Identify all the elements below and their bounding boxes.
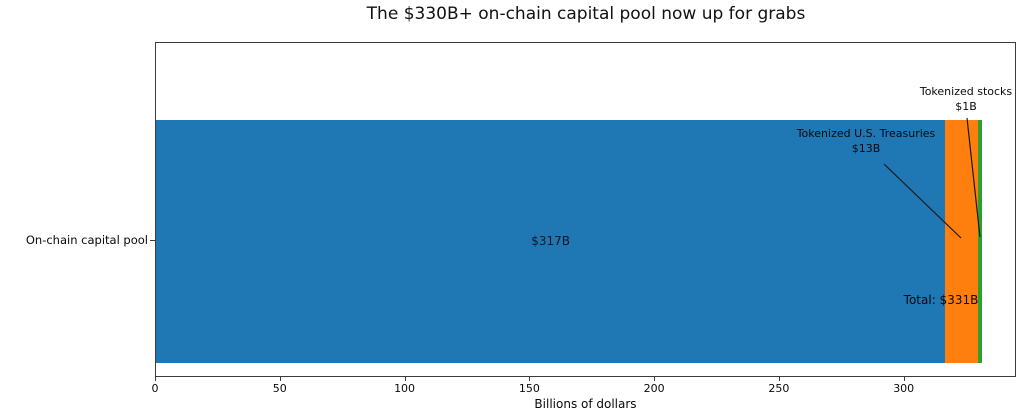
y-tick-mark — [150, 240, 155, 241]
bar-value-label: $317B — [531, 234, 571, 248]
x-tick-mark — [529, 377, 531, 381]
annotation-treasuries-name: Tokenized U.S. Treasuries — [796, 127, 936, 140]
x-tick-mark — [654, 377, 656, 381]
annotation-treasuries-value: $13B — [851, 142, 881, 155]
annotation-treasuries: Tokenized U.S. Treasuries $13B — [797, 126, 936, 156]
annotation-stocks: Tokenized stocks $1B — [920, 84, 1012, 114]
annotation-stocks-name: Tokenized stocks — [919, 85, 1013, 98]
x-tick-mark — [903, 377, 905, 381]
x-tick-label: 0 — [151, 382, 159, 395]
x-tick-mark — [404, 377, 406, 381]
bar-segment-0 — [156, 120, 946, 363]
x-tick-label: 200 — [643, 382, 665, 395]
x-tick-label: 100 — [394, 382, 416, 395]
total-label: Total: $331B — [903, 293, 979, 307]
x-tick-label: 300 — [893, 382, 915, 395]
x-tick-label: 50 — [272, 382, 287, 395]
x-tick-mark — [279, 377, 281, 381]
bar-segment-1 — [945, 120, 978, 363]
x-tick-label: 250 — [768, 382, 790, 395]
chart-title: The $330B+ on-chain capital pool now up … — [366, 4, 806, 24]
x-tick-label: 150 — [518, 382, 540, 395]
annotation-stocks-value: $1B — [955, 100, 977, 113]
y-category-label: On-chain capital pool — [25, 233, 148, 247]
bar-segment-2 — [977, 120, 982, 363]
plot-area: $317B — [155, 42, 1016, 377]
x-tick-mark — [155, 377, 156, 381]
stacked-bar — [156, 120, 1015, 363]
x-tick-mark — [778, 377, 780, 381]
x-axis-label: Billions of dollars — [534, 397, 637, 411]
x-axis: 0 50 100 150 200 250 300 — [151, 377, 1016, 401]
